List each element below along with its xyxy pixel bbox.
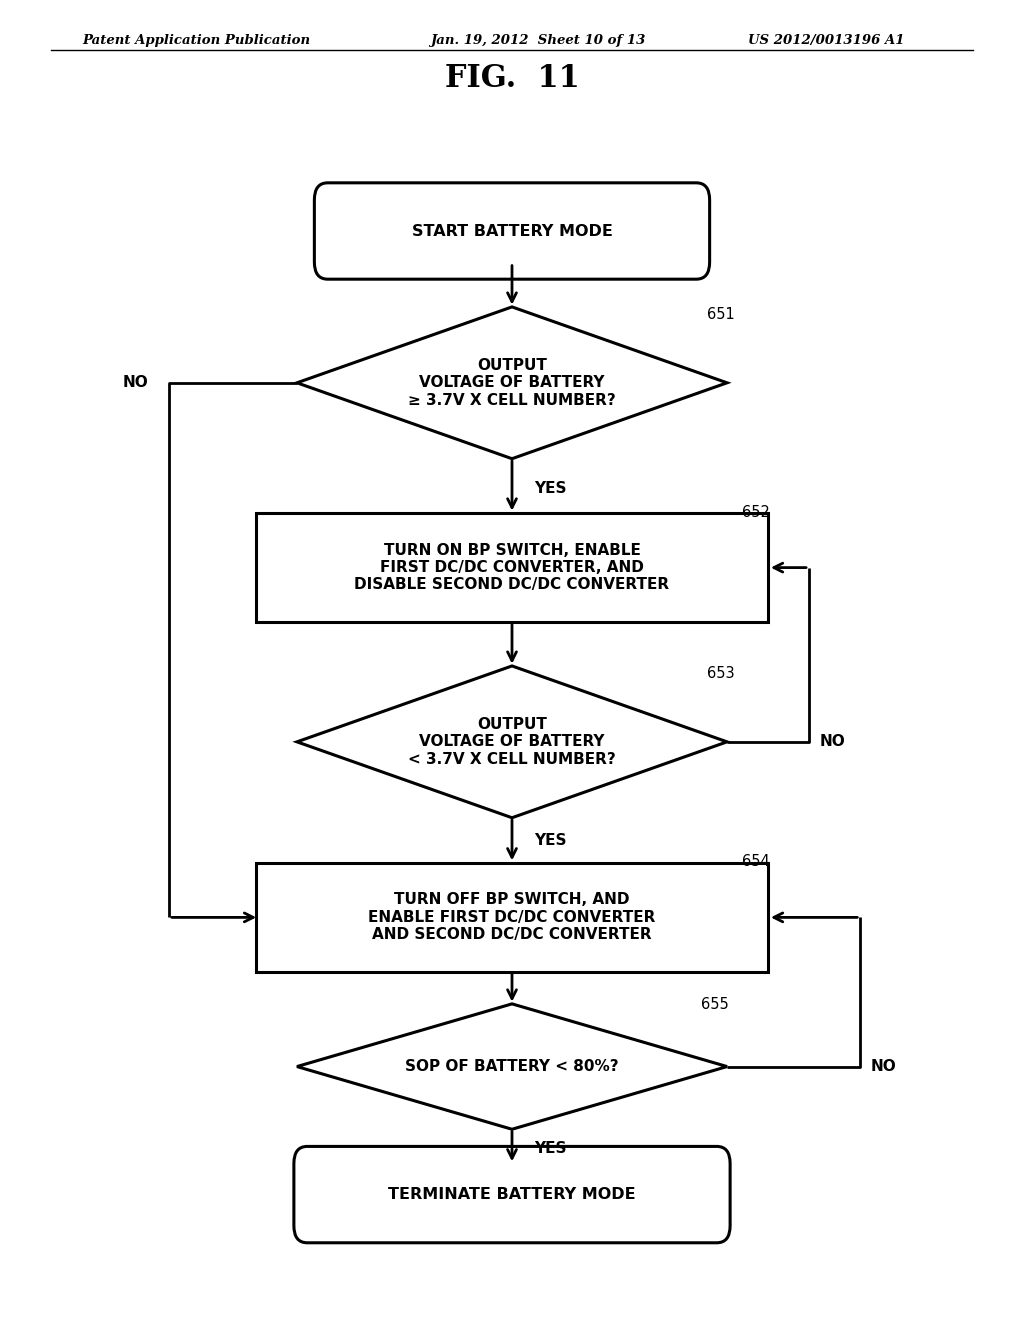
Text: 651: 651: [707, 306, 734, 322]
Text: SOP OF BATTERY < 80%?: SOP OF BATTERY < 80%?: [406, 1059, 618, 1074]
Text: 652: 652: [742, 504, 770, 520]
Text: TURN OFF BP SWITCH, AND
ENABLE FIRST DC/DC CONVERTER
AND SECOND DC/DC CONVERTER: TURN OFF BP SWITCH, AND ENABLE FIRST DC/…: [369, 892, 655, 942]
Polygon shape: [297, 306, 727, 459]
Text: YES: YES: [535, 1140, 567, 1156]
Text: 655: 655: [701, 997, 729, 1012]
Bar: [256, 513, 768, 622]
Text: NO: NO: [819, 734, 845, 750]
Polygon shape: [297, 667, 727, 818]
Text: NO: NO: [870, 1059, 896, 1074]
Text: FIG.  11: FIG. 11: [444, 63, 580, 94]
Text: Patent Application Publication: Patent Application Publication: [82, 34, 310, 48]
Text: TURN ON BP SWITCH, ENABLE
FIRST DC/DC CONVERTER, AND
DISABLE SECOND DC/DC CONVER: TURN ON BP SWITCH, ENABLE FIRST DC/DC CO…: [354, 543, 670, 593]
Text: START BATTERY MODE: START BATTERY MODE: [412, 223, 612, 239]
Polygon shape: [297, 1005, 727, 1129]
Text: 653: 653: [707, 665, 734, 681]
Text: OUTPUT
VOLTAGE OF BATTERY
< 3.7V X CELL NUMBER?: OUTPUT VOLTAGE OF BATTERY < 3.7V X CELL …: [409, 717, 615, 767]
Text: NO: NO: [123, 375, 148, 391]
Text: OUTPUT
VOLTAGE OF BATTERY
≥ 3.7V X CELL NUMBER?: OUTPUT VOLTAGE OF BATTERY ≥ 3.7V X CELL …: [409, 358, 615, 408]
Text: TERMINATE BATTERY MODE: TERMINATE BATTERY MODE: [388, 1187, 636, 1203]
Text: Jan. 19, 2012  Sheet 10 of 13: Jan. 19, 2012 Sheet 10 of 13: [430, 34, 645, 48]
Text: YES: YES: [535, 480, 567, 496]
Text: YES: YES: [535, 833, 567, 849]
FancyBboxPatch shape: [314, 182, 710, 279]
Bar: [256, 863, 768, 972]
Text: US 2012/0013196 A1: US 2012/0013196 A1: [748, 34, 904, 48]
FancyBboxPatch shape: [294, 1146, 730, 1243]
Text: 654: 654: [742, 854, 770, 870]
